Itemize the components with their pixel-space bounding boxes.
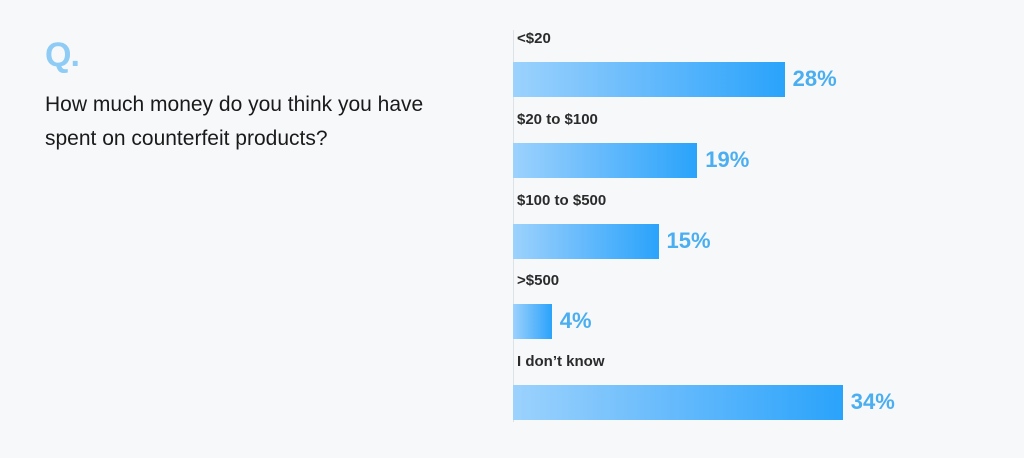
- question-text: How much money do you think you have spe…: [45, 93, 424, 150]
- category-label: I don’t know: [517, 353, 605, 370]
- bar-chart: <$20 28% $20 to $100 19% $100 to $500 15…: [513, 30, 993, 422]
- category-label: <$20: [517, 30, 551, 47]
- bar: [513, 304, 552, 339]
- category-label: $20 to $100: [517, 111, 598, 128]
- bar: [513, 143, 698, 178]
- category-label: >$500: [517, 272, 560, 289]
- category-label: $100 to $500: [517, 192, 607, 209]
- value-label: 4%: [559, 308, 592, 333]
- question-mark-label: Q.: [45, 36, 80, 74]
- bar: [513, 62, 785, 97]
- value-label: 19%: [705, 147, 750, 172]
- value-label: 15%: [666, 228, 711, 253]
- bar: [513, 385, 843, 420]
- value-label: 34%: [850, 389, 895, 414]
- bar: [513, 224, 659, 259]
- value-label: 28%: [792, 66, 837, 91]
